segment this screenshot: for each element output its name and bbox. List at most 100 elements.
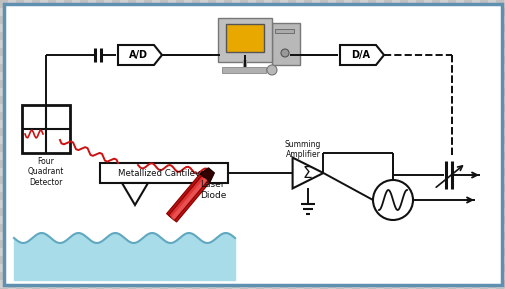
Bar <box>256 264 264 272</box>
Bar <box>168 200 176 208</box>
Bar <box>224 16 231 24</box>
Bar <box>152 168 160 176</box>
Bar <box>72 152 80 160</box>
Bar <box>24 8 32 16</box>
Bar <box>479 24 487 32</box>
Bar <box>335 232 343 240</box>
Bar <box>48 64 56 72</box>
Bar <box>16 48 24 56</box>
Bar <box>56 80 64 88</box>
Bar <box>335 216 343 224</box>
Bar <box>487 232 495 240</box>
Bar <box>128 280 136 288</box>
Bar <box>359 72 367 80</box>
Bar <box>112 272 120 280</box>
Bar <box>16 16 24 24</box>
Bar <box>279 40 287 48</box>
Bar <box>375 288 383 289</box>
Bar <box>351 256 359 264</box>
Bar <box>216 112 224 120</box>
Bar <box>128 144 136 152</box>
Bar <box>383 256 391 264</box>
Bar <box>407 80 415 88</box>
Bar <box>168 216 176 224</box>
Bar <box>231 96 239 104</box>
Bar <box>343 88 351 96</box>
Bar <box>184 0 191 8</box>
Bar <box>160 168 168 176</box>
Bar <box>471 176 479 184</box>
Bar <box>383 32 391 40</box>
Bar <box>168 136 176 144</box>
Bar <box>287 104 295 112</box>
Bar <box>239 72 247 80</box>
Bar <box>399 152 407 160</box>
Bar <box>295 64 304 72</box>
Bar <box>343 232 351 240</box>
Bar <box>279 144 287 152</box>
Bar <box>295 152 304 160</box>
Bar <box>295 120 304 128</box>
Bar <box>264 0 272 8</box>
Bar <box>112 232 120 240</box>
Bar <box>199 72 208 80</box>
Bar <box>287 16 295 24</box>
Bar <box>335 64 343 72</box>
Bar <box>495 96 503 104</box>
Bar <box>479 160 487 168</box>
Bar <box>8 280 16 288</box>
Bar <box>407 256 415 264</box>
Bar <box>216 144 224 152</box>
Bar <box>351 280 359 288</box>
Bar <box>383 224 391 232</box>
Bar <box>64 208 72 216</box>
Bar <box>256 232 264 240</box>
Bar <box>423 8 431 16</box>
Bar <box>224 56 231 64</box>
Bar <box>32 200 40 208</box>
Bar <box>495 40 503 48</box>
Bar <box>375 80 383 88</box>
Bar <box>407 24 415 32</box>
Bar <box>152 32 160 40</box>
Bar <box>463 80 471 88</box>
Bar <box>247 168 256 176</box>
Bar <box>487 120 495 128</box>
Bar <box>224 64 231 72</box>
Bar <box>32 24 40 32</box>
Bar <box>503 264 505 272</box>
Bar <box>256 40 264 48</box>
Bar <box>16 264 24 272</box>
Bar <box>168 152 176 160</box>
Bar <box>375 32 383 40</box>
Bar <box>256 160 264 168</box>
Bar <box>56 288 64 289</box>
Bar <box>264 56 272 64</box>
Bar <box>128 64 136 72</box>
Bar <box>88 192 96 200</box>
Bar <box>168 288 176 289</box>
Bar <box>327 0 335 8</box>
Bar <box>136 128 144 136</box>
Bar <box>447 232 455 240</box>
Bar <box>112 152 120 160</box>
Bar <box>351 200 359 208</box>
Bar <box>367 88 375 96</box>
Bar <box>191 280 199 288</box>
Bar <box>16 280 24 288</box>
Bar <box>168 224 176 232</box>
Bar <box>327 112 335 120</box>
Bar <box>487 104 495 112</box>
Bar <box>216 72 224 80</box>
Bar <box>455 264 463 272</box>
Bar <box>319 248 327 256</box>
Bar <box>231 48 239 56</box>
Bar <box>8 72 16 80</box>
Bar <box>231 8 239 16</box>
Bar <box>351 208 359 216</box>
Bar <box>367 176 375 184</box>
Bar <box>191 72 199 80</box>
Bar <box>256 240 264 248</box>
Bar <box>407 136 415 144</box>
Bar <box>359 272 367 280</box>
